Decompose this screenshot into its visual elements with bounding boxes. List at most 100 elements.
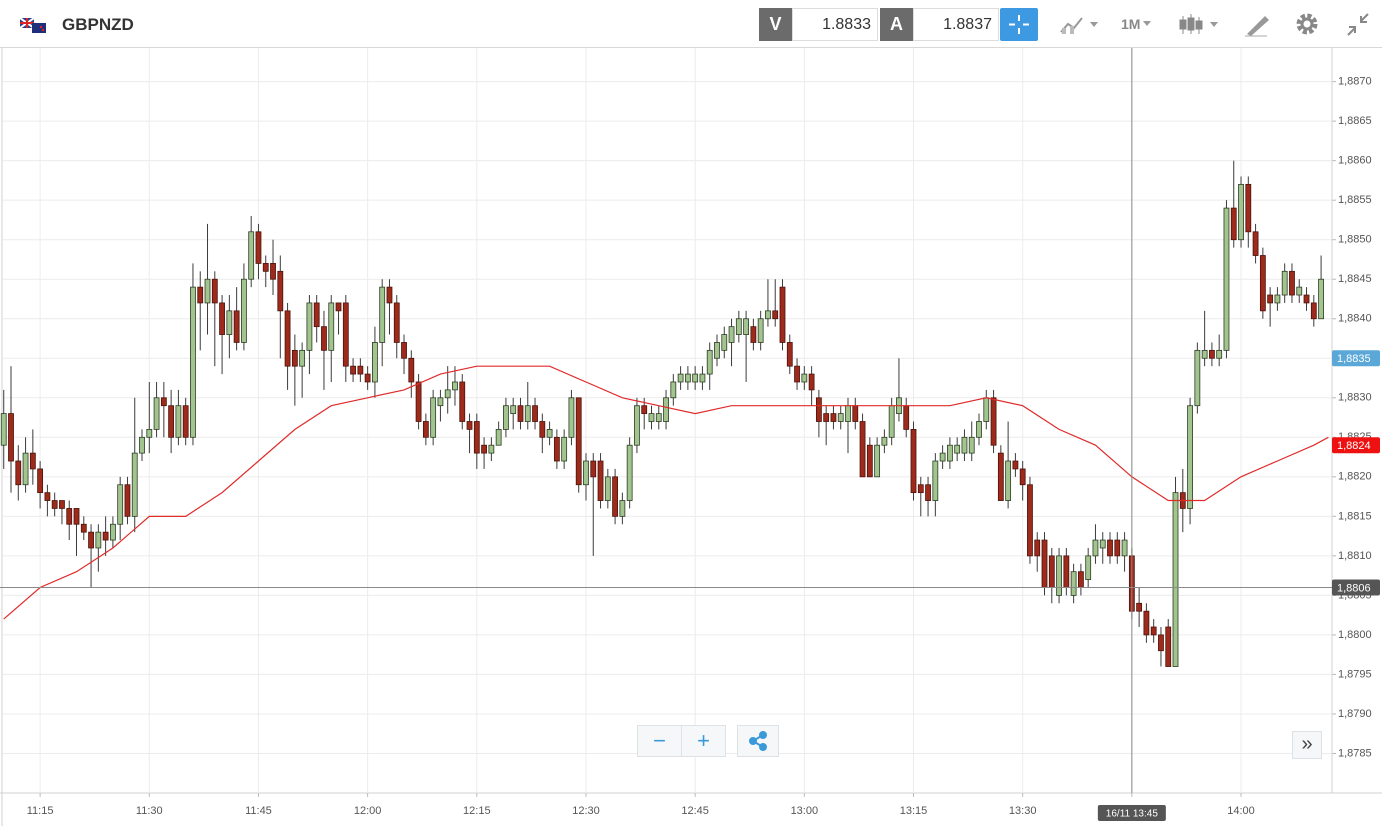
- candle-body: [277, 270, 284, 312]
- candle-body: [226, 310, 233, 335]
- candle-body: [852, 405, 859, 422]
- x-tick-label: 12:30: [572, 805, 600, 817]
- candle-body: [677, 373, 684, 383]
- zoom-out-button[interactable]: −: [637, 725, 682, 757]
- candle-body: [881, 436, 888, 446]
- collapse-button[interactable]: [1344, 8, 1372, 41]
- candle-body: [37, 468, 44, 494]
- candle-body: [1216, 349, 1223, 359]
- candle-body: [728, 326, 735, 343]
- candle-body: [1056, 555, 1062, 596]
- candle-body: [743, 318, 750, 335]
- candle-body: [823, 413, 830, 422]
- chart-type-button[interactable]: [1178, 8, 1222, 41]
- candle-body: [888, 405, 895, 438]
- candle-body: [393, 302, 400, 343]
- candle-body: [110, 523, 116, 541]
- bid-price[interactable]: 1.8833: [792, 8, 878, 41]
- crosshair-icon: [1009, 15, 1029, 34]
- candle-body: [845, 405, 851, 422]
- candle-body: [604, 476, 611, 501]
- dropdown-icon: [1143, 21, 1152, 26]
- candle-body: [335, 302, 342, 312]
- candle-body: [655, 413, 662, 422]
- x-tick-label: 11:45: [245, 805, 272, 817]
- candle-body: [495, 429, 502, 446]
- candle-body: [291, 349, 298, 367]
- y-tick-label: 1,8800: [1338, 629, 1372, 641]
- candle-body: [765, 310, 771, 320]
- candle-body: [932, 460, 939, 501]
- candle-body: [422, 421, 429, 438]
- candle-body: [379, 286, 386, 343]
- candle-body: [575, 397, 582, 486]
- candle-body: [1172, 492, 1179, 667]
- ask-tag[interactable]: A: [880, 8, 913, 41]
- y-tick-label: 1,8810: [1338, 550, 1372, 562]
- candle-body: [124, 484, 131, 517]
- candle-body: [692, 373, 699, 383]
- candle-body: [553, 436, 560, 462]
- zoom-in-button[interactable]: +: [681, 725, 726, 757]
- share-button[interactable]: [737, 725, 779, 757]
- x-tick-label: 13:15: [900, 805, 928, 817]
- candle-body: [313, 302, 320, 328]
- candle-body: [1121, 539, 1128, 557]
- candle-body: [976, 421, 982, 438]
- candle-body: [299, 349, 306, 367]
- bid-tag[interactable]: V: [759, 8, 792, 41]
- candle-body: [954, 444, 961, 454]
- candle-body: [1223, 207, 1230, 351]
- candle-body: [430, 397, 437, 438]
- candle-body: [990, 397, 997, 446]
- ask-price[interactable]: 1.8837: [913, 8, 999, 41]
- candle-body: [590, 460, 597, 478]
- scroll-end-button[interactable]: »: [1292, 731, 1322, 759]
- price-marker-label: 1,8824: [1337, 440, 1371, 452]
- candle-body: [342, 302, 349, 367]
- candle-body: [801, 373, 808, 383]
- candle-body: [466, 421, 473, 430]
- candle-body: [859, 421, 866, 478]
- candle-body: [561, 436, 568, 462]
- timeframe-button[interactable]: 1M: [1121, 8, 1154, 41]
- candle-body: [735, 318, 742, 335]
- candle-icon: [1179, 14, 1218, 34]
- indicator-button[interactable]: [1058, 8, 1102, 41]
- candle-body: [1136, 602, 1143, 612]
- candle-body: [721, 334, 728, 351]
- candle-body: [670, 381, 677, 399]
- candle-body: [1245, 183, 1252, 233]
- y-tick-label: 1,8815: [1338, 510, 1372, 522]
- candle-body: [1041, 539, 1048, 588]
- candle-body: [779, 286, 786, 343]
- candle-body: [597, 460, 604, 501]
- candle-body: [1027, 484, 1033, 557]
- candle-body: [939, 452, 946, 462]
- price-marker-box: [1332, 437, 1380, 454]
- candle-body: [408, 357, 415, 383]
- crosshair-button[interactable]: [1000, 8, 1038, 41]
- candle-body: [1201, 349, 1208, 359]
- settings-button[interactable]: [1294, 8, 1322, 41]
- candle-body: [1150, 626, 1157, 636]
- candle-body: [306, 302, 313, 351]
- candle-body: [102, 531, 109, 541]
- candle-body: [488, 444, 495, 454]
- candle-body: [415, 381, 422, 422]
- timeframe: 1M: [1121, 16, 1141, 32]
- chart: 1,87851,87901,87951,88001,88051,88101,88…: [0, 48, 1382, 826]
- draw-icon: [1245, 16, 1269, 37]
- candle-body: [612, 476, 618, 517]
- candle-body: [1078, 571, 1084, 588]
- draw-button[interactable]: [1243, 8, 1271, 41]
- candle-body: [44, 492, 51, 501]
- candle-body: [51, 500, 58, 509]
- candle-body: [1289, 270, 1295, 296]
- candle-body: [139, 436, 145, 454]
- x-tick-label: 12:15: [463, 805, 491, 817]
- candle-body: [66, 508, 73, 525]
- price-marker-box: [1332, 350, 1380, 367]
- y-tick-label: 1,8840: [1338, 313, 1372, 325]
- candle-body: [1281, 270, 1288, 296]
